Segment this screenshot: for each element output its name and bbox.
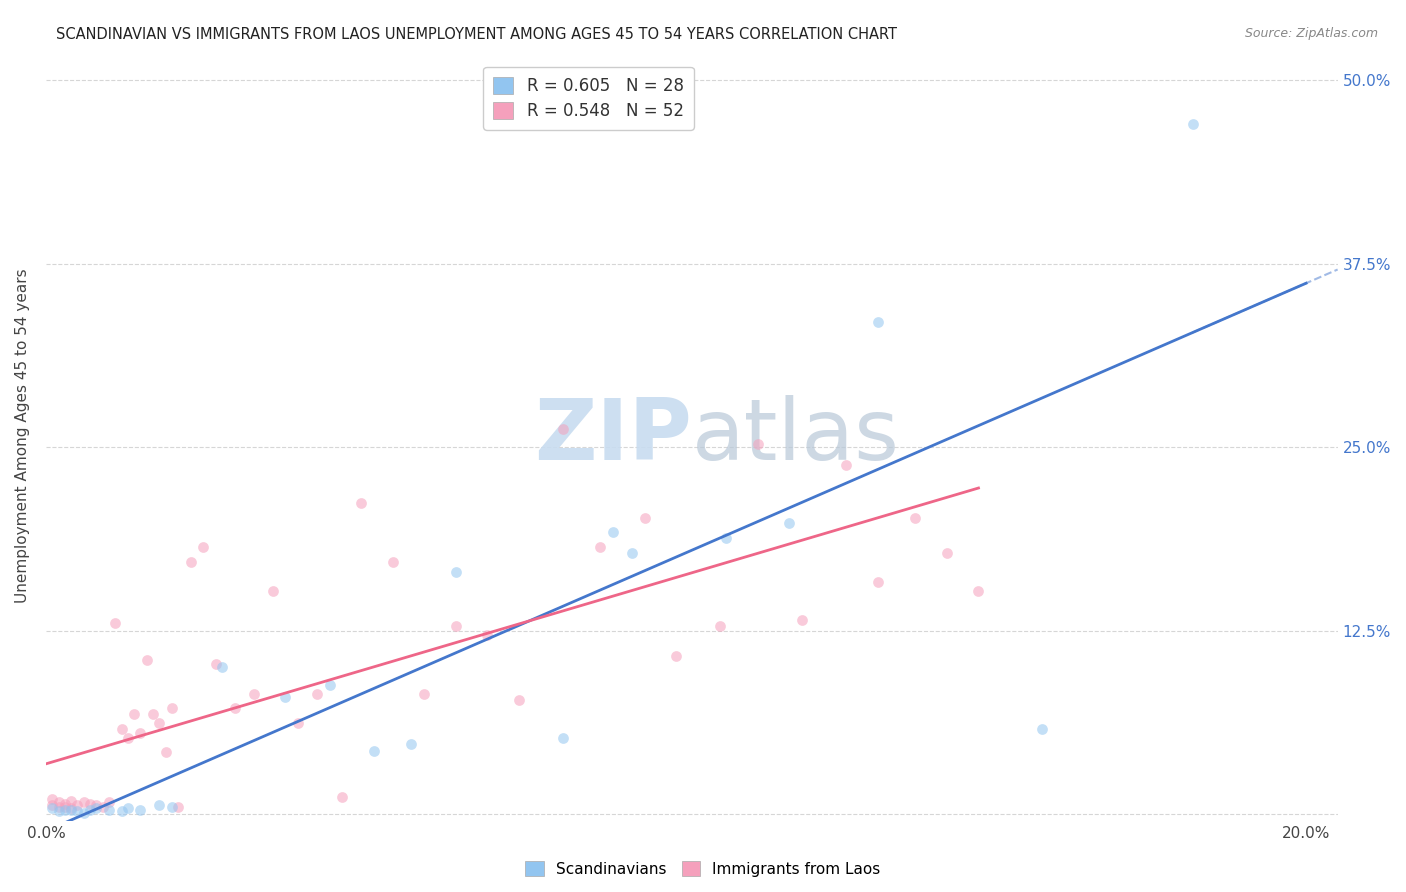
Point <box>243 687 266 701</box>
Point <box>287 716 309 731</box>
Point <box>160 701 183 715</box>
Point <box>117 801 139 815</box>
Point <box>211 660 233 674</box>
Point <box>180 555 202 569</box>
Point <box>117 731 139 745</box>
Point <box>66 798 89 813</box>
Point <box>53 803 76 817</box>
Point <box>1181 117 1204 131</box>
Point <box>73 796 96 810</box>
Text: atlas: atlas <box>692 394 900 477</box>
Point <box>665 648 688 663</box>
Point <box>167 799 190 814</box>
Point <box>444 619 467 633</box>
Point <box>122 707 145 722</box>
Point <box>48 796 70 810</box>
Point <box>98 796 121 810</box>
Point <box>551 422 574 436</box>
Point <box>413 687 436 701</box>
Point <box>129 726 152 740</box>
Point <box>709 619 731 633</box>
Point <box>142 707 165 722</box>
Text: SCANDINAVIAN VS IMMIGRANTS FROM LAOS UNEMPLOYMENT AMONG AGES 45 TO 54 YEARS CORR: SCANDINAVIAN VS IMMIGRANTS FROM LAOS UNE… <box>56 27 897 42</box>
Point <box>48 799 70 814</box>
Point <box>967 584 990 599</box>
Point <box>91 799 114 814</box>
Point <box>86 798 108 813</box>
Point <box>155 746 177 760</box>
Point <box>444 565 467 579</box>
Text: ZIP: ZIP <box>534 394 692 477</box>
Point <box>98 803 121 817</box>
Point <box>350 496 373 510</box>
Point <box>551 731 574 745</box>
Point <box>778 516 800 531</box>
Point <box>866 575 889 590</box>
Point <box>589 540 612 554</box>
Point <box>41 801 63 815</box>
Point <box>193 540 215 554</box>
Point <box>620 546 643 560</box>
Point <box>330 789 353 804</box>
Point <box>148 716 170 731</box>
Point <box>381 555 404 569</box>
Point <box>60 801 83 815</box>
Point <box>602 525 624 540</box>
Point <box>936 546 959 560</box>
Point <box>86 801 108 815</box>
Point <box>60 794 83 808</box>
Point <box>716 531 738 545</box>
Point <box>148 798 170 813</box>
Point <box>747 437 769 451</box>
Y-axis label: Unemployment Among Ages 45 to 54 years: Unemployment Among Ages 45 to 54 years <box>15 268 30 603</box>
Point <box>110 804 132 818</box>
Point <box>66 804 89 818</box>
Point <box>48 804 70 818</box>
Point <box>160 799 183 814</box>
Point <box>904 510 927 524</box>
Point <box>79 803 101 817</box>
Legend: Scandinavians, Immigrants from Laos: Scandinavians, Immigrants from Laos <box>517 853 889 884</box>
Point <box>835 458 858 472</box>
Point <box>53 797 76 811</box>
Point <box>104 616 127 631</box>
Point <box>60 803 83 817</box>
Point <box>633 510 655 524</box>
Point <box>305 687 328 701</box>
Point <box>401 737 423 751</box>
Point <box>318 678 340 692</box>
Point <box>79 797 101 811</box>
Point <box>790 613 813 627</box>
Point <box>508 692 530 706</box>
Point <box>1031 722 1053 736</box>
Point <box>475 628 498 642</box>
Point <box>41 792 63 806</box>
Point <box>363 744 385 758</box>
Point <box>224 701 246 715</box>
Point <box>53 799 76 814</box>
Text: Source: ZipAtlas.com: Source: ZipAtlas.com <box>1244 27 1378 40</box>
Point <box>205 657 228 672</box>
Legend: R = 0.605   N = 28, R = 0.548   N = 52: R = 0.605 N = 28, R = 0.548 N = 52 <box>484 67 693 129</box>
Point <box>73 805 96 820</box>
Point <box>110 722 132 736</box>
Point <box>274 690 297 704</box>
Point <box>129 803 152 817</box>
Point <box>262 584 284 599</box>
Point <box>866 315 889 329</box>
Point <box>41 798 63 813</box>
Point <box>135 653 157 667</box>
